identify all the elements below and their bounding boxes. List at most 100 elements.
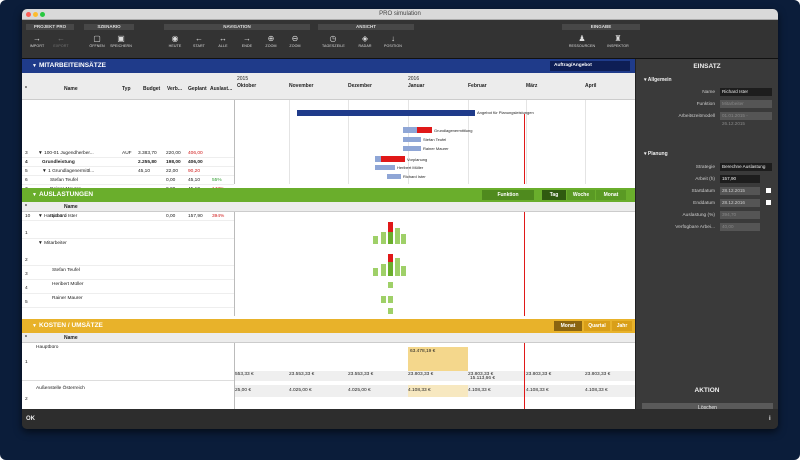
zoom-button[interactable] — [40, 12, 45, 17]
cell-name: ▼ 100-01 Jugendherber... — [38, 151, 94, 156]
cell-verb: 0,00 — [166, 178, 176, 183]
end-date-checkbox[interactable] — [766, 200, 771, 205]
tab-monat[interactable]: Monat — [554, 321, 582, 331]
cell-gepl: 45,10 — [188, 178, 201, 183]
section-header-kosten[interactable]: ▼ KOSTEN / UMSÄTZE Monat Quartal Jahr — [22, 319, 635, 333]
gantt-bar[interactable] — [375, 165, 395, 170]
gantt-bar[interactable] — [387, 174, 401, 179]
cell-verb: 198,00 — [166, 160, 181, 165]
cell-verb: 0,00 — [166, 214, 176, 219]
utilization-input[interactable]: 394,70 — [720, 211, 760, 219]
start-date-input[interactable]: 28.12.2015 — [720, 187, 760, 195]
gantt-bar[interactable] — [403, 127, 417, 133]
section-planung[interactable]: ▾ Planung — [644, 151, 668, 157]
row-number: 2 — [25, 397, 28, 402]
col-name[interactable]: Name — [64, 204, 78, 210]
cell-gepl: 406,00 — [188, 160, 203, 165]
open-button[interactable]: ▢ ÖFFNEN — [86, 33, 108, 48]
table-row[interactable]: 3 ▼ 100-01 Jugendherber... AUF 3.383,70 220,… — [22, 150, 234, 158]
table-row[interactable]: 3 Stefan Teufel — [22, 266, 234, 280]
tab-monat[interactable]: Monat — [596, 190, 626, 200]
col-budget[interactable]: Budget — [143, 86, 161, 92]
delete-button[interactable]: Löschen — [642, 403, 773, 413]
col-typ[interactable]: Typ — [122, 86, 131, 92]
inspector-button[interactable]: ♜ INSPEKTOR — [604, 33, 632, 48]
export-button[interactable]: ← EXPORT — [50, 33, 72, 48]
gantt-bar[interactable] — [403, 137, 421, 142]
position-button[interactable]: ↓ POSITION — [382, 33, 404, 48]
group-ansicht: ANSICHT ◷ TAGESZEILE ◈ RADAR ↓ POSITION — [318, 24, 414, 57]
row-name: Außenstelle Österreich — [36, 386, 85, 391]
zoom-in-button[interactable]: ⊕ ZOOM — [260, 33, 282, 48]
work-hours-input[interactable]: 157,90 — [720, 175, 760, 183]
button-label: ZOOM — [289, 44, 301, 48]
start-button[interactable]: ← START — [188, 33, 210, 48]
end-button[interactable]: → ENDE — [236, 33, 258, 48]
day-line-button[interactable]: ◷ TAGESZEILE — [322, 33, 345, 48]
table-row[interactable]: 10 Richard Ister 0,00 157,90 394% — [22, 213, 234, 221]
zoom-out-button[interactable]: ⊖ ZOOM — [284, 33, 306, 48]
col-name[interactable]: Name — [64, 86, 78, 92]
name-select[interactable]: Richard Ister — [720, 88, 772, 96]
tab-jahr[interactable]: Jahr — [612, 321, 632, 331]
asterisk-icon: * — [25, 86, 27, 92]
cost-value: 23.553,33 € — [289, 372, 315, 377]
cell-gepl: 157,90 — [188, 214, 203, 219]
clock-icon: ◉ — [171, 34, 179, 43]
work-model-field[interactable]: 01.01.2015 - 26.12.2015 — [720, 112, 772, 126]
gantt-bar[interactable] — [375, 156, 381, 162]
filter-dropdown[interactable]: Auftrag/Angebot — [550, 61, 630, 71]
all-button[interactable]: ↔ ALLE — [212, 33, 234, 48]
tab-funktion[interactable]: Funktion — [482, 190, 534, 200]
table-row[interactable]: 5 ▼ 1 Grundlagenermittl... 45,10 22,00 90,20 — [22, 168, 234, 176]
table-row[interactable]: 2 Außenstelle Österreich — [22, 383, 234, 409]
start-date-checkbox[interactable] — [766, 188, 771, 193]
gantt-bar[interactable] — [417, 127, 432, 133]
table-row[interactable]: 2 ▼ Mitarbeiter — [22, 239, 234, 266]
tab-woche[interactable]: Woche — [567, 190, 595, 200]
col-geplant[interactable]: Geplant — [188, 86, 207, 92]
col-auslastung[interactable]: Auslast... — [210, 86, 233, 92]
info-icon[interactable]: i — [769, 416, 771, 422]
cost-table: 1 Hauptbüro 2 Außenstelle Österreich 63.… — [22, 343, 636, 409]
close-button[interactable] — [26, 12, 31, 17]
cell-n: 3 — [25, 151, 28, 156]
gantt-bar-label: Vorplanung — [407, 157, 428, 162]
gantt-bar[interactable] — [381, 156, 405, 162]
function-field[interactable]: Mitarbeiter — [720, 100, 772, 108]
section-header-auslastungen[interactable]: ▼ AUSLASTUNGEN Funktion Tag Woche Monat — [22, 188, 635, 202]
import-button[interactable]: → IMPORT — [26, 33, 48, 48]
ok-button[interactable]: OK — [26, 416, 35, 422]
table-row[interactable]: 4 Grundleistung 2.255,80 198,00 406,00 — [22, 159, 234, 167]
sidebar-title: EINSATZ — [693, 63, 721, 70]
arrow-left-icon: ← — [57, 34, 65, 43]
section-allgemein[interactable]: ▾ Allgemein — [644, 77, 672, 83]
section-title: KOSTEN / UMSÄTZE — [38, 322, 103, 329]
person-icon: ♟ — [578, 34, 586, 43]
strategy-select[interactable]: Berechne Auslastung — [720, 163, 772, 171]
table-row[interactable]: 6 Stefan Teufel 0,00 45,10 55% — [22, 177, 234, 185]
gantt-bar[interactable] — [403, 146, 421, 151]
resources-button[interactable]: ♟ RESSOURCEN — [568, 33, 596, 48]
table-row[interactable]: 4 Heribert Müller — [22, 280, 234, 294]
radar-button[interactable]: ◈ RADAR — [354, 33, 376, 48]
col-verb[interactable]: Verb... — [167, 86, 183, 92]
title-bar: PRO simulation — [22, 9, 778, 20]
save-button[interactable]: ▣ SPEICHERN — [110, 33, 132, 48]
available-work-input[interactable]: 40,00 — [720, 223, 760, 231]
month-label: Dezember — [348, 83, 372, 89]
table-row[interactable]: 1 ▼ Hauptbüro — [22, 212, 234, 239]
gantt-bar-project[interactable] — [297, 110, 475, 116]
table-row[interactable]: 5 Rainer Maurer — [22, 294, 234, 308]
section-header-mitarbeitereinsaetze[interactable]: ▼ MITARBEITEINSÄTZE Auftrag/Angebot — [22, 59, 635, 73]
group-label: EINGABE — [562, 24, 640, 30]
minimize-button[interactable] — [33, 12, 38, 17]
tab-tag[interactable]: Tag — [542, 190, 566, 200]
table-row[interactable]: 1 Hauptbüro — [22, 343, 234, 381]
row-name: Hauptbüro — [36, 345, 59, 350]
col-name[interactable]: Name — [64, 335, 78, 341]
tab-quartal[interactable]: Quartal — [584, 321, 610, 331]
end-date-input[interactable]: 28.12.2016 — [720, 199, 760, 207]
today-button[interactable]: ◉ HEUTE — [164, 33, 186, 48]
row-name: ▼ Mitarbeiter — [38, 241, 67, 246]
